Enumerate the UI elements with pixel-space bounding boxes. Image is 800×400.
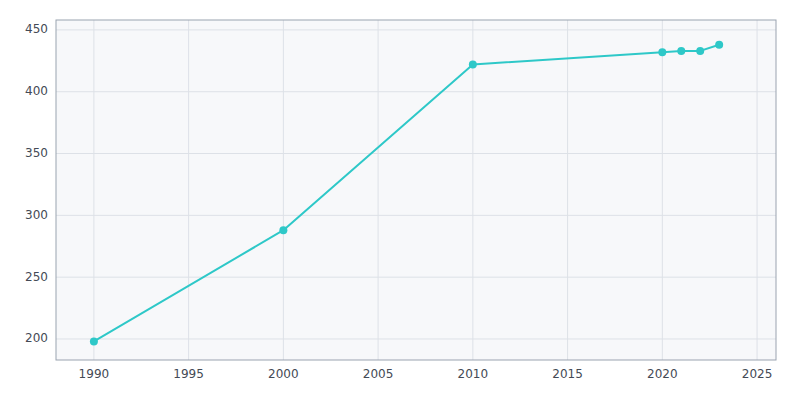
x-tick-label: 2010 (458, 367, 489, 381)
data-point (677, 47, 685, 55)
y-tick-label: 350 (25, 146, 48, 160)
x-grid-line (378, 20, 379, 360)
y-grid-line (56, 91, 776, 92)
x-tick-label: 2020 (647, 367, 678, 381)
data-point (696, 47, 704, 55)
y-tick-label: 300 (25, 208, 48, 222)
x-tick-label: 2015 (552, 367, 583, 381)
x-grid-line (662, 20, 663, 360)
y-grid-line (56, 215, 776, 216)
series-line (94, 45, 719, 342)
x-tick-label: 1990 (79, 367, 110, 381)
y-grid-line (56, 338, 776, 339)
y-grid-line (56, 29, 776, 30)
y-grid-line (56, 277, 776, 278)
grid (56, 20, 776, 360)
chart-container: 200 250 300 350 400 450 1990 1995 2000 2005 2010 20… (0, 0, 800, 400)
x-tick-label: 2000 (268, 367, 299, 381)
x-tick-label: 1995 (173, 367, 204, 381)
x-grid-line (188, 20, 189, 360)
x-tick-label: 2005 (363, 367, 394, 381)
data-point (279, 226, 287, 234)
chart-svg: 200 250 300 350 400 450 1990 1995 2000 2005 2010 20… (0, 0, 800, 400)
axes: 200 250 300 350 400 450 1990 1995 2000 2005 2010 20… (25, 22, 772, 381)
y-grid-line (56, 153, 776, 154)
plot-frame (56, 20, 776, 360)
x-grid-line (93, 20, 94, 360)
data-point (90, 337, 98, 345)
data-point (469, 61, 477, 69)
x-grid-line (283, 20, 284, 360)
y-tick-label: 450 (25, 22, 48, 36)
x-grid-line (472, 20, 473, 360)
y-tick-label: 250 (25, 270, 48, 284)
x-tick-label: 2025 (742, 367, 773, 381)
y-tick-label: 400 (25, 84, 48, 98)
plot-background (56, 20, 776, 360)
y-tick-label: 200 (25, 331, 48, 345)
data-point (658, 48, 666, 56)
data-layer (90, 41, 723, 346)
x-grid-line (567, 20, 568, 360)
data-point (715, 41, 723, 49)
x-grid-line (757, 20, 758, 360)
